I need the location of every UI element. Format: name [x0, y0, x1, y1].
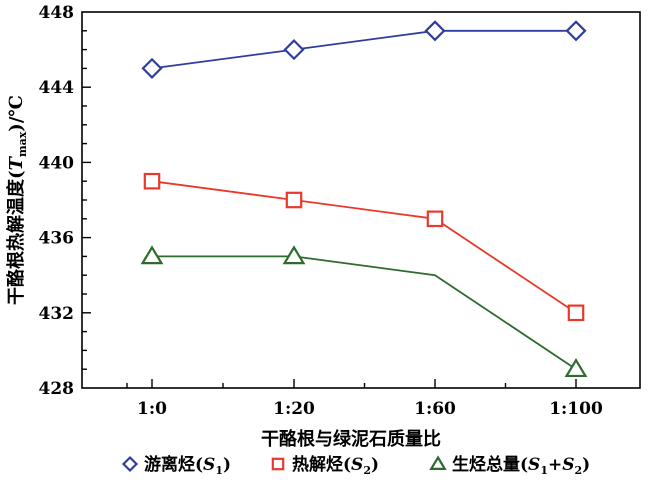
x-tick-label: 1:0	[137, 399, 167, 419]
legend-label: 游离烃(S1)	[144, 454, 231, 477]
legend-marker	[429, 455, 447, 470]
x-tick-label: 1:20	[273, 399, 315, 419]
y-tick-label: 444	[39, 78, 75, 98]
data-point	[426, 210, 444, 228]
x-axis-title: 干酪根与绿泥石质量比	[261, 428, 441, 450]
data-point	[283, 39, 305, 61]
data-point	[424, 20, 446, 42]
legend-item: 游离烃(S1)	[121, 454, 231, 477]
data-point	[565, 20, 587, 42]
y-tick-label: 432	[39, 304, 75, 324]
data-point	[141, 57, 163, 79]
y-tick-label: 448	[39, 3, 75, 23]
series-line	[151, 29, 576, 70]
data-point	[567, 304, 585, 322]
legend: 游离烃(S1) 热解烃(S2) 生烃总量(S1+S2)	[121, 454, 590, 477]
series-line	[151, 180, 577, 314]
data-point	[143, 172, 161, 190]
series-line	[152, 255, 577, 370]
legend-item: 生烃总量(S1+S2)	[429, 454, 590, 477]
x-tick-label: 1:60	[414, 399, 456, 419]
x-tick-label: 1:100	[549, 399, 603, 419]
series-1	[143, 172, 585, 322]
data-point	[285, 191, 303, 209]
series-0	[141, 20, 587, 79]
legend-marker	[271, 457, 285, 471]
data-point	[564, 358, 588, 378]
legend-marker	[121, 455, 139, 473]
data-point	[140, 245, 164, 265]
y-tick-label: 428	[39, 379, 75, 399]
y-tick-label: 436	[39, 229, 75, 249]
legend-label: 热解烃(S2)	[292, 454, 379, 477]
y-axis-title: 干酪根热解温度(Tmax)/℃	[5, 95, 29, 305]
plot-frame	[81, 11, 641, 389]
legend-item: 热解烃(S2)	[271, 454, 379, 477]
y-tick-label: 440	[39, 153, 75, 173]
series-2	[140, 245, 588, 378]
series-layer	[140, 20, 588, 378]
labels-layer: 428 432 436 440 444 448 1:0 1:20 1:60 1:100 干酪根与绿泥…	[5, 3, 603, 450]
data-point	[282, 245, 306, 265]
axes	[81, 11, 641, 389]
legend-label: 生烃总量(S1+S2)	[452, 454, 590, 477]
